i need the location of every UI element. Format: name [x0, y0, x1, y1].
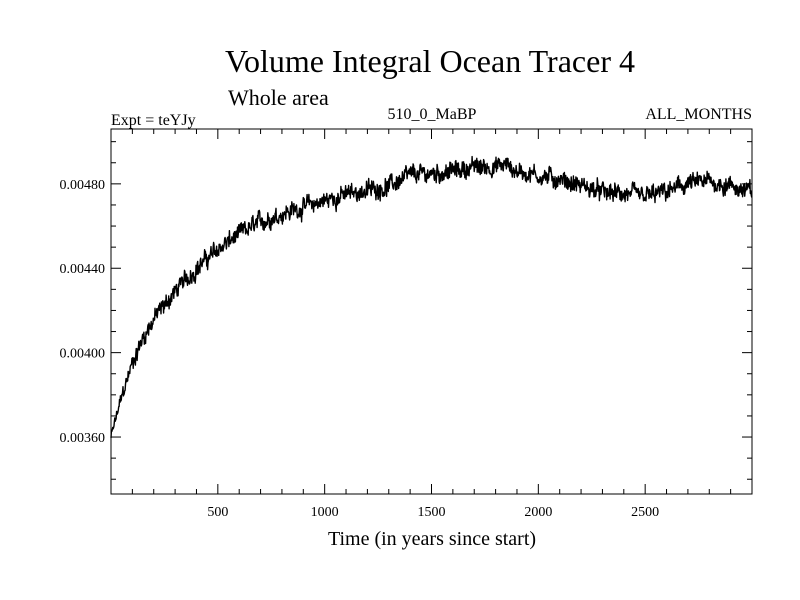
chart-subtitle: Whole area: [228, 85, 329, 110]
series-line: [110, 155, 753, 438]
y-tick-label: 0.00480: [60, 178, 106, 193]
axis-tick-labels: 500 1000 1500 2000 2500 0.00360 0.00400 0.00440…: [60, 178, 660, 520]
y-tick-label: 0.00360: [60, 431, 106, 446]
period-label: 510_0_MaBP: [388, 106, 477, 123]
x-tick-label: 2500: [631, 505, 659, 520]
months-label: ALL_MONTHS: [645, 106, 752, 123]
y-tick-label: 0.00440: [60, 262, 106, 277]
x-axis-label: Time (in years since start): [328, 528, 536, 550]
plot-frame: [110, 128, 753, 495]
experiment-label: Expt = teYJy: [111, 112, 196, 129]
x-tick-label: 1000: [311, 505, 339, 520]
y-tick-label: 0.00400: [60, 347, 106, 362]
axis-ticks: [111, 129, 752, 494]
x-tick-label: 2000: [524, 505, 552, 520]
x-tick-label: 1500: [418, 505, 446, 520]
x-tick-label: 500: [207, 505, 228, 520]
chart-title: Volume Integral Ocean Tracer 4: [225, 43, 635, 79]
